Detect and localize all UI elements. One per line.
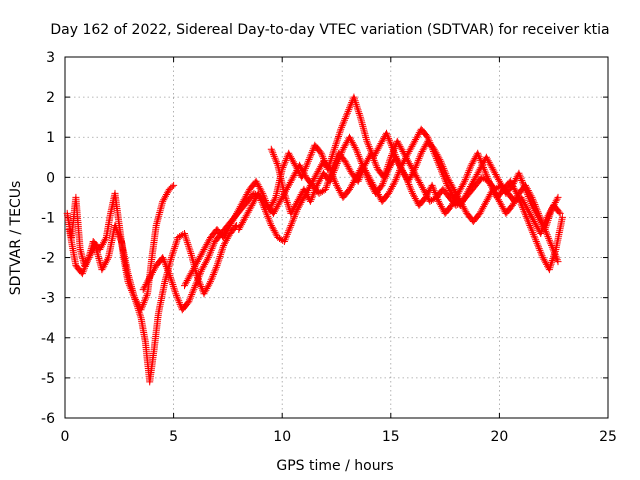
x-axis-label: GPS time / hours [276, 458, 393, 474]
y-tick-label: -2 [41, 251, 55, 267]
series-trace-f [267, 133, 562, 266]
x-tick-label: 25 [599, 429, 617, 445]
scatter-points [65, 222, 241, 386]
y-tick-label: -6 [41, 411, 55, 427]
x-tick-label: 10 [273, 429, 291, 445]
y-tick-label: 1 [46, 130, 55, 146]
y-tick-label: 0 [46, 170, 55, 186]
series-trace-b [65, 222, 241, 386]
axis-ticks: 0 5 10 15 20 25 -6 -5 -4 -3 -2 -1 0 1 2 3 [41, 50, 617, 445]
plot-frame [64, 56, 609, 419]
y-tick-label: -4 [41, 331, 55, 347]
data-points [63, 93, 566, 386]
y-tick-label: -1 [41, 210, 55, 226]
x-tick-label: 15 [382, 429, 400, 445]
y-tick-label: -3 [41, 291, 55, 307]
y-tick-label: 3 [46, 50, 55, 66]
x-tick-label: 20 [490, 429, 508, 445]
grid-lines [65, 57, 608, 418]
scatter-points [235, 125, 562, 245]
y-tick-label: -5 [41, 371, 55, 387]
y-tick-label: 2 [46, 90, 55, 106]
series-trace-e [235, 125, 562, 245]
chart-title: Day 162 of 2022, Sidereal Day-to-day VTE… [50, 22, 609, 38]
y-axis-label: SDTVAR / TECUs [8, 181, 24, 296]
scatter-points [267, 133, 562, 266]
x-tick-label: 5 [169, 429, 178, 445]
x-tick-label: 0 [61, 429, 70, 445]
